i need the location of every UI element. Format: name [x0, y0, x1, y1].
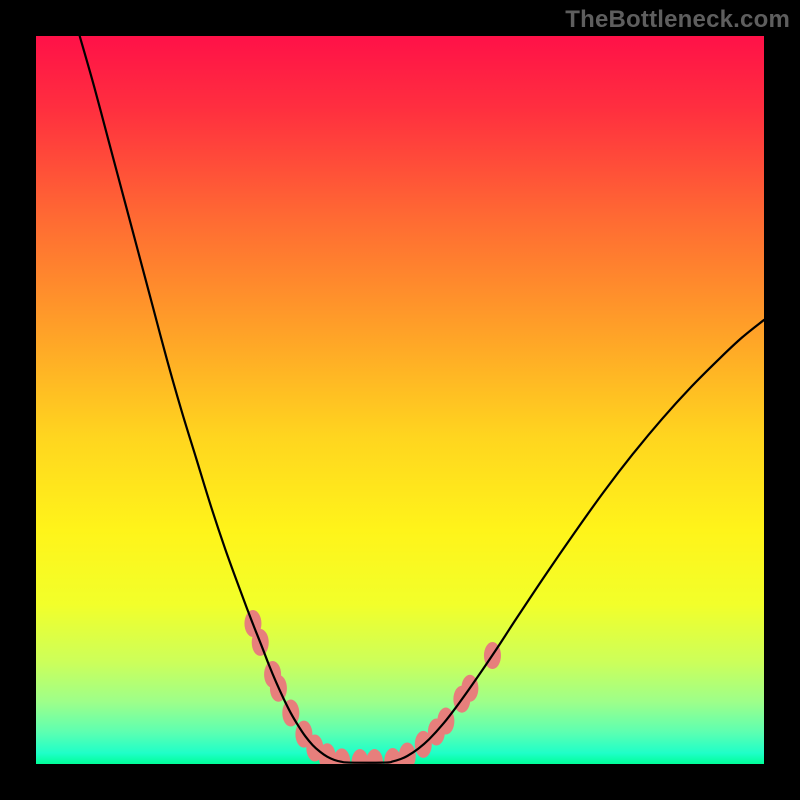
plot-svg — [36, 36, 764, 764]
plot-area — [36, 36, 764, 764]
plot-background — [36, 36, 764, 764]
watermark-text: TheBottleneck.com — [565, 6, 790, 34]
chart-frame: TheBottleneck.com — [0, 0, 800, 800]
